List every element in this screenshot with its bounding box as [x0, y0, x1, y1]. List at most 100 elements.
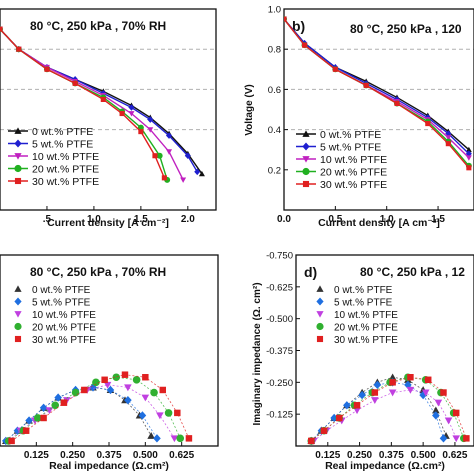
data-point: [124, 384, 132, 392]
plot-frame: [283, 8, 474, 211]
data-point: [358, 390, 366, 400]
legend-label: 30 wt.% PTFE: [32, 176, 99, 188]
y-tick-label: 0.6: [268, 85, 281, 96]
legend-label: 30 wt.% PTFE: [320, 179, 387, 191]
y-tick-label: 0.2: [268, 165, 281, 176]
data-point: [25, 416, 33, 425]
legend-marker: [14, 139, 22, 148]
data-point: [301, 42, 308, 48]
legend-marker: [302, 130, 310, 137]
data-point: [71, 388, 80, 397]
data-point: [100, 96, 106, 102]
series-group: [2, 371, 193, 446]
data-point: [465, 146, 472, 153]
legend-marker: [302, 142, 310, 151]
legend-marker: [14, 311, 22, 318]
x-axis-label: Real impedance (Ω.cm²): [49, 460, 169, 472]
series-group: [284, 15, 472, 171]
data-point: [72, 80, 78, 86]
y-tick-label: -0.750: [266, 251, 293, 262]
data-point: [124, 395, 132, 405]
x-tick-label: 0.375: [379, 450, 404, 461]
legend-marker: [14, 177, 22, 185]
data-point: [335, 414, 343, 422]
data-point: [284, 16, 287, 22]
data-point: [45, 407, 54, 415]
y-tick-label: -0.250: [266, 378, 293, 389]
data-point: [308, 437, 315, 445]
x-tick-label: 0.500: [411, 450, 436, 461]
data-point: [159, 386, 167, 394]
series-line: [284, 18, 470, 169]
data-point: [119, 110, 125, 117]
chart-title: 80 °C, 250 kPa , 70% RH: [30, 19, 166, 33]
y-tick-label: -0.625: [266, 282, 293, 293]
data-point: [388, 373, 397, 381]
legend-label: 10 wt.% PTFE: [32, 310, 96, 321]
legend-marker: [316, 297, 324, 306]
data-point: [194, 168, 201, 176]
x-tick-label: 0.0: [277, 214, 291, 225]
data-point: [180, 177, 187, 183]
chart-title: 80 °C, 250 kPa , 120: [350, 22, 462, 36]
data-point: [54, 393, 62, 402]
data-point: [103, 381, 112, 389]
data-point: [0, 26, 3, 32]
legend-marker: [14, 153, 22, 160]
y-tick-label: 0.8: [268, 45, 281, 56]
data-point: [320, 427, 328, 434]
series-line: [11, 374, 190, 442]
x-axis-label: Current density [A cm⁻²]: [47, 217, 169, 229]
series-line: [5, 387, 158, 442]
x-axis-label: Real impedance (Ω.cm²): [325, 460, 445, 472]
legend-marker: [316, 335, 324, 343]
data-point: [353, 402, 361, 409]
legend-label: 20 wt.% PTFE: [32, 163, 99, 175]
series-line: [284, 18, 470, 155]
data-point: [452, 409, 460, 417]
legend-label: 0 wt.% PTFE: [320, 129, 381, 141]
legend-marker: [14, 322, 22, 331]
data-point: [40, 414, 47, 422]
legend-label: 30 wt.% PTFE: [334, 335, 398, 346]
data-point: [445, 141, 451, 147]
legend-label: 0 wt.% PTFE: [32, 126, 93, 138]
x-tick-label: 1.5: [134, 214, 148, 225]
legend-marker: [302, 156, 310, 163]
x-tick-label: 0.250: [60, 450, 85, 461]
y-tick-label: 1.0: [268, 5, 281, 16]
data-point: [184, 152, 191, 160]
x-tick-label: 0.500: [133, 450, 158, 461]
data-point: [106, 385, 115, 395]
data-point: [176, 434, 185, 443]
data-point: [185, 435, 193, 442]
x-tick-label: 0.625: [169, 450, 194, 461]
data-point: [166, 132, 173, 139]
data-point: [463, 435, 470, 442]
panel-label: b): [292, 18, 305, 34]
x-tick-label: 0.125: [315, 450, 340, 461]
data-point: [373, 380, 382, 390]
data-point: [363, 82, 369, 88]
data-point: [166, 149, 173, 155]
x-tick-label: 0.5: [328, 214, 342, 225]
data-point: [60, 399, 68, 406]
plot-frame: [0, 254, 219, 447]
y-tick-label: -0.375: [266, 346, 293, 357]
legend-marker: [316, 311, 324, 318]
data-point: [156, 412, 164, 420]
data-point: [164, 409, 173, 417]
data-point: [421, 389, 430, 397]
data-point: [121, 371, 129, 378]
data-point: [439, 434, 448, 443]
data-point: [343, 401, 351, 410]
data-point: [138, 411, 147, 420]
y-tick-label: 0.4: [268, 125, 281, 136]
data-point: [8, 437, 15, 445]
legend-marker: [14, 335, 22, 343]
legend-marker: [316, 322, 324, 331]
data-point: [424, 376, 432, 384]
series-line: [310, 381, 444, 442]
